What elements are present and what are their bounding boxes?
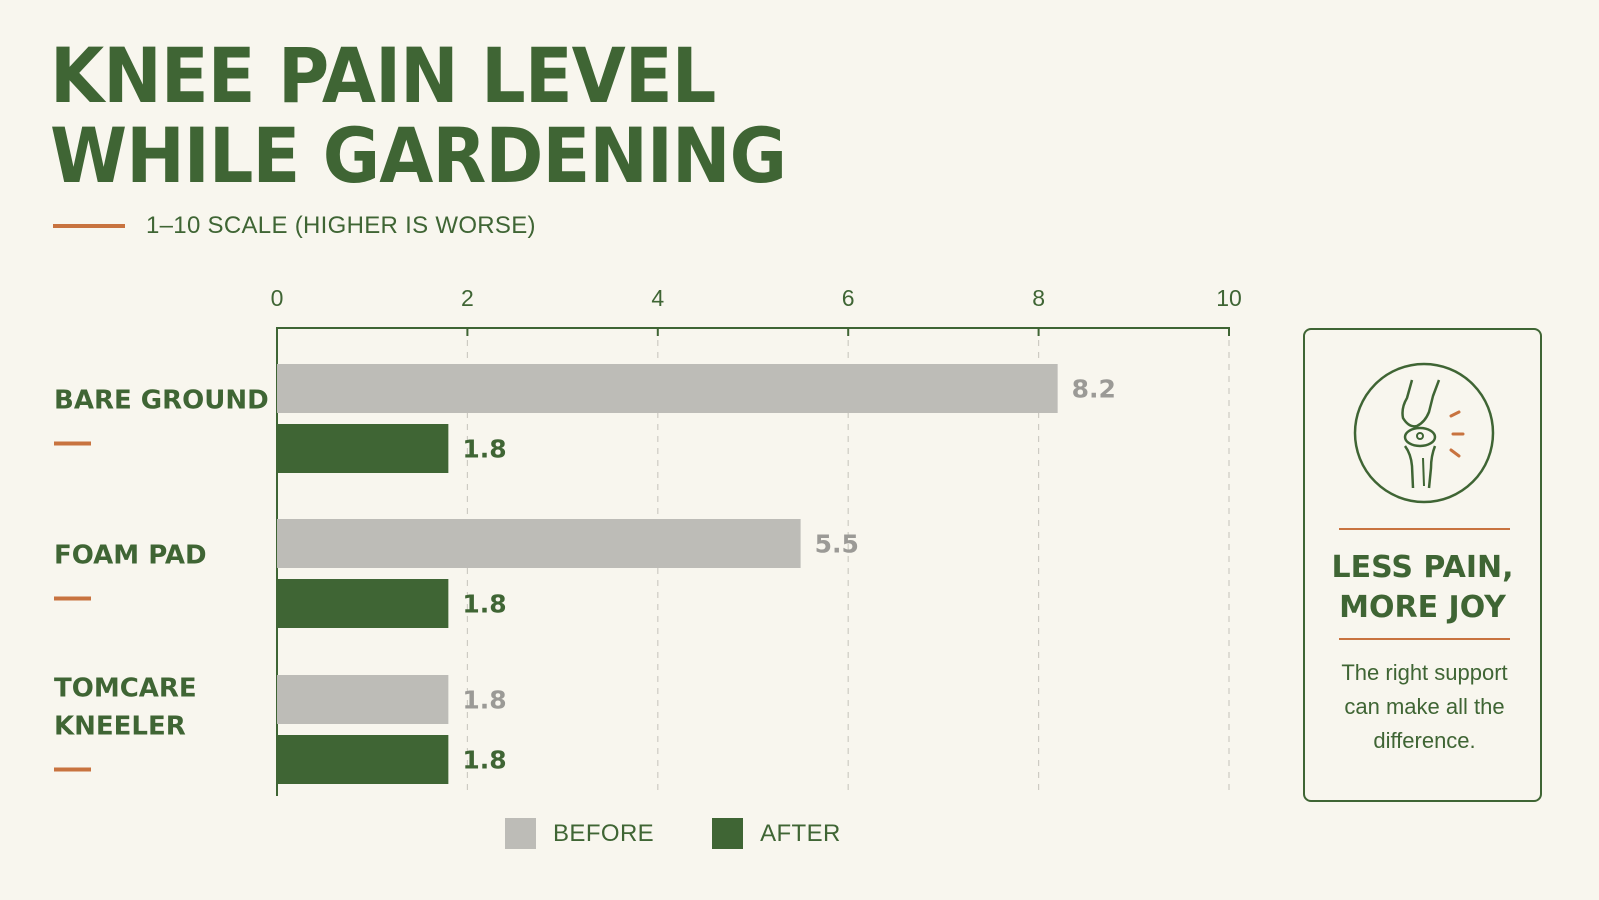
tick-label: 0 — [271, 285, 284, 311]
tick-label: 2 — [461, 285, 474, 311]
tick-label: 8 — [1032, 285, 1045, 311]
category-accent-dash — [54, 596, 91, 601]
panel-text-line-3: difference. — [1373, 728, 1476, 753]
chart-subtitle: 1–10 SCALE (HIGHER IS WORSE) — [146, 212, 536, 239]
panel-divider-top — [1339, 528, 1510, 530]
panel-text-line-1: The right support — [1341, 660, 1508, 685]
category-accent-dash — [54, 767, 91, 772]
category-label: BARE GROUND — [54, 386, 269, 416]
tick-label: 10 — [1216, 285, 1242, 311]
category-label: FOAM PAD — [54, 541, 207, 571]
subtitle-accent-dash — [53, 224, 125, 228]
data-label: 1.8 — [462, 590, 506, 619]
data-label: 1.8 — [462, 686, 506, 715]
bar-after — [277, 424, 449, 473]
title-line-1: KNEE PAIN LEVEL — [50, 31, 716, 120]
takeaway-panel: LESS PAIN, MORE JOY The right support ca… — [1303, 328, 1542, 802]
legend-item-after: AFTER — [712, 818, 841, 849]
panel-text-line-2: can make all the — [1344, 694, 1505, 719]
category-label: TOMCARE — [54, 674, 197, 704]
category-label: KNEELER — [54, 712, 186, 742]
bar-after — [277, 579, 449, 628]
data-label: 1.8 — [462, 435, 506, 464]
panel-heading: LESS PAIN, MORE JOY — [1305, 548, 1540, 628]
tick-label: 6 — [842, 285, 855, 311]
panel-divider-bottom — [1339, 638, 1510, 640]
data-label: 5.5 — [815, 530, 859, 559]
bar-after — [277, 735, 449, 784]
category-accent-dash — [54, 441, 91, 446]
bar-before — [277, 364, 1058, 413]
chart-legend: BEFORE AFTER — [505, 818, 899, 849]
panel-heading-line-1: LESS PAIN, — [1331, 550, 1514, 585]
panel-text: The right support can make all the diffe… — [1317, 656, 1532, 758]
bar-before — [277, 675, 449, 724]
legend-label-after: AFTER — [760, 819, 841, 847]
title-line-2: WHILE GARDENING — [50, 111, 787, 200]
legend-swatch-after — [712, 818, 744, 849]
legend-label-before: BEFORE — [553, 819, 655, 847]
data-label: 1.8 — [462, 746, 506, 775]
legend-swatch-before — [505, 818, 536, 849]
knee-joint-icon — [1353, 362, 1495, 504]
bar-before — [277, 519, 801, 568]
tick-label: 4 — [651, 285, 664, 311]
legend-item-before: BEFORE — [505, 818, 654, 849]
chart-title: KNEE PAIN LEVEL WHILE GARDENING — [50, 31, 787, 200]
data-label: 8.2 — [1072, 375, 1116, 404]
panel-heading-line-2: MORE JOY — [1339, 590, 1506, 625]
